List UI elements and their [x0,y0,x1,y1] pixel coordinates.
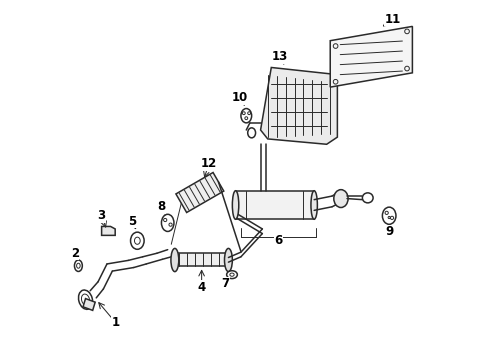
Text: 10: 10 [232,91,248,104]
Ellipse shape [333,190,347,207]
Ellipse shape [224,248,232,272]
Text: 12: 12 [200,157,217,170]
Text: 9: 9 [384,225,392,238]
Text: 11: 11 [384,13,400,26]
Text: 5: 5 [127,215,136,228]
Ellipse shape [74,260,82,271]
Ellipse shape [226,271,237,279]
Text: 4: 4 [197,281,205,294]
Text: 6: 6 [274,234,282,247]
Ellipse shape [232,191,238,219]
Polygon shape [102,226,115,235]
Polygon shape [329,26,411,87]
Ellipse shape [161,214,174,231]
Ellipse shape [130,232,144,249]
Text: 1: 1 [112,316,120,329]
Polygon shape [235,191,313,219]
Text: 8: 8 [157,200,165,213]
Polygon shape [176,172,224,212]
Ellipse shape [171,248,179,272]
Polygon shape [83,298,95,310]
Ellipse shape [382,207,395,224]
Ellipse shape [79,290,92,309]
Text: 3: 3 [97,209,105,222]
Polygon shape [260,67,337,144]
Text: 13: 13 [271,50,288,63]
Ellipse shape [247,128,255,138]
Ellipse shape [362,193,372,203]
Text: 2: 2 [71,247,79,260]
Polygon shape [175,253,228,266]
Ellipse shape [310,191,317,219]
Text: 7: 7 [221,277,228,290]
Ellipse shape [241,109,251,123]
